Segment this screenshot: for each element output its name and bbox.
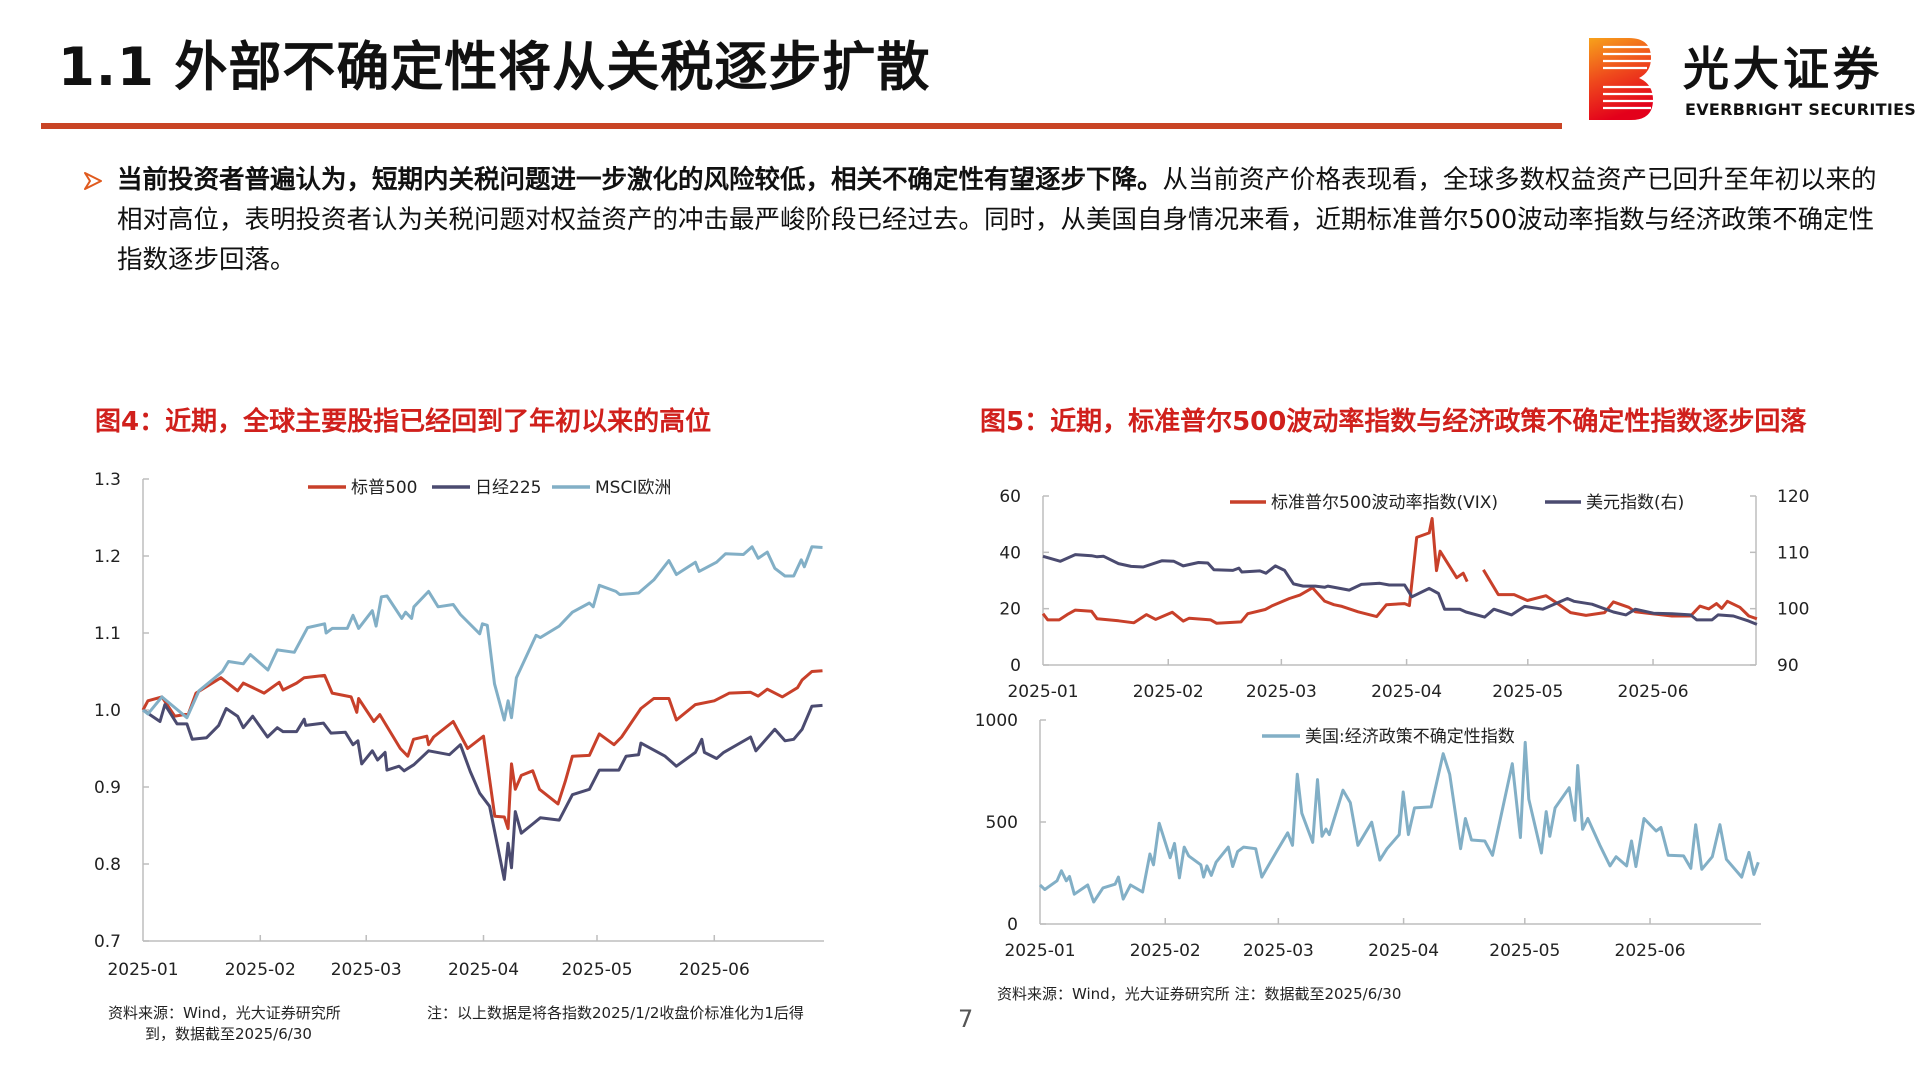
x-tick-label: 2025-02 xyxy=(1130,941,1201,961)
y-tick-label: 1.0 xyxy=(94,701,121,721)
y-tick-label: 1.1 xyxy=(94,624,121,644)
x-tick-label: 2025-05 xyxy=(1492,682,1563,702)
y-tick-label: 1.2 xyxy=(94,547,121,567)
summary-bold-text: 当前投资者普遍认为，短期内关税问题进一步激化的风险较低，相关不确定性有望逐步下降… xyxy=(117,165,1163,195)
page-number: 7 xyxy=(958,1005,974,1033)
logo-name-cn: 光大证券 xyxy=(1683,42,1883,96)
x-tick-label: 2025-01 xyxy=(1007,682,1078,702)
y-tick-label: 60 xyxy=(999,487,1021,507)
x-tick-label: 2025-03 xyxy=(1243,941,1314,961)
x-tick-label: 2025-03 xyxy=(1246,682,1317,702)
everbright-logo-icon xyxy=(1589,38,1653,120)
x-tick-label: 2025-04 xyxy=(1368,941,1439,961)
figure4-source: 资料来源：Wind，光大证券研究所 xyxy=(108,1004,341,1022)
page-title: 1.1 外部不确定性将从关税逐步扩散 xyxy=(58,37,931,98)
x-tick-label: 2025-06 xyxy=(1615,941,1686,961)
y-tick-label: 1.3 xyxy=(94,470,121,490)
y-tick-label: 0.9 xyxy=(94,778,121,798)
series-line-fig4-2 xyxy=(142,545,823,722)
figure5-source: 资料来源：Wind，光大证券研究所 注：数据截至2025/6/30 xyxy=(997,985,1402,1003)
y-tick-label: 500 xyxy=(986,813,1018,833)
y-tick-label: 0.8 xyxy=(94,855,121,875)
y-tick-label: 0.7 xyxy=(94,932,121,952)
y2-tick-label: 110 xyxy=(1777,543,1809,563)
y-tick-label: 20 xyxy=(999,600,1021,620)
legend-label: 标普500 xyxy=(351,478,417,498)
title-divider xyxy=(41,123,1562,129)
y-tick-label: 40 xyxy=(999,543,1021,563)
series-line-fig5a-1 xyxy=(1042,553,1758,626)
x-tick-label: 2025-03 xyxy=(331,960,402,980)
figure4-title: 图4：近期，全球主要股指已经回到了年初以来的高位 xyxy=(95,407,712,437)
x-tick-label: 2025-02 xyxy=(1133,682,1204,702)
logo-name-en: EVERBRIGHT SECURITIES xyxy=(1685,100,1917,119)
legend-label: MSCI欧洲 xyxy=(595,478,671,498)
x-tick-label: 2025-02 xyxy=(225,960,296,980)
legend-label: 美国:经济政策不确定性指数 xyxy=(1305,727,1515,747)
fig5a-chart: 0 20 40 60 90 100 110 120 2025-01 2025-02 2025-03 2… xyxy=(999,487,1809,702)
y-tick-label: 0 xyxy=(1007,915,1018,935)
figure4-note: 注：以上数据是将各指数2025/1/2收盘价标准化为1后得 xyxy=(427,1004,804,1022)
y-tick-label: 1000 xyxy=(975,711,1018,731)
fig5b-chart: 0 500 1000 2025-01 2025-02 2025-03 2025-04 2025… xyxy=(975,711,1761,961)
fig4-chart: 0.7 0.8 0.9 1.0 1.1 1.2 1.3 2025-01 2025-02 2025-… xyxy=(94,470,824,980)
x-tick-label: 2025-05 xyxy=(561,960,632,980)
y2-tick-label: 120 xyxy=(1777,487,1809,507)
x-tick-label: 2025-04 xyxy=(1371,682,1442,702)
figure4-source-cont: 到，数据截至2025/6/30 xyxy=(145,1025,312,1043)
series-line-fig4-1 xyxy=(142,703,823,881)
x-tick-label: 2025-01 xyxy=(107,960,178,980)
y-tick-label: 0 xyxy=(1010,656,1021,676)
summary-normal-text: 从当前资产价格表现看，全球多数权益资产已回升至年初以来的相对高位，表明投资者认为… xyxy=(117,165,1877,275)
x-tick-label: 2025-01 xyxy=(1004,941,1075,961)
x-tick-label: 2025-06 xyxy=(1618,682,1689,702)
y2-tick-label: 90 xyxy=(1777,656,1799,676)
y2-tick-label: 100 xyxy=(1777,600,1809,620)
legend-label: 日经225 xyxy=(475,478,541,498)
legend-label: 美元指数(右) xyxy=(1586,493,1684,513)
x-tick-label: 2025-04 xyxy=(448,960,519,980)
figure5-title: 图5：近期，标准普尔500波动率指数与经济政策不确定性指数逐步回落 xyxy=(980,407,1807,437)
series-line-fig4-0 xyxy=(141,669,823,831)
x-tick-label: 2025-05 xyxy=(1489,941,1560,961)
x-tick-label: 2025-06 xyxy=(679,960,750,980)
series-line-fig5a-0 xyxy=(1482,569,1758,621)
summary-paragraph: 当前投资者普遍认为，短期内关税问题进一步激化的风险较低，相关不确定性有望逐步下降… xyxy=(117,160,1889,280)
arrow-bullet-icon xyxy=(84,172,102,190)
series-line-fig5a-0 xyxy=(1041,517,1469,625)
series-line-fig5b-0 xyxy=(1038,740,1760,904)
legend-label: 标准普尔500波动率指数(VIX) xyxy=(1271,493,1498,513)
